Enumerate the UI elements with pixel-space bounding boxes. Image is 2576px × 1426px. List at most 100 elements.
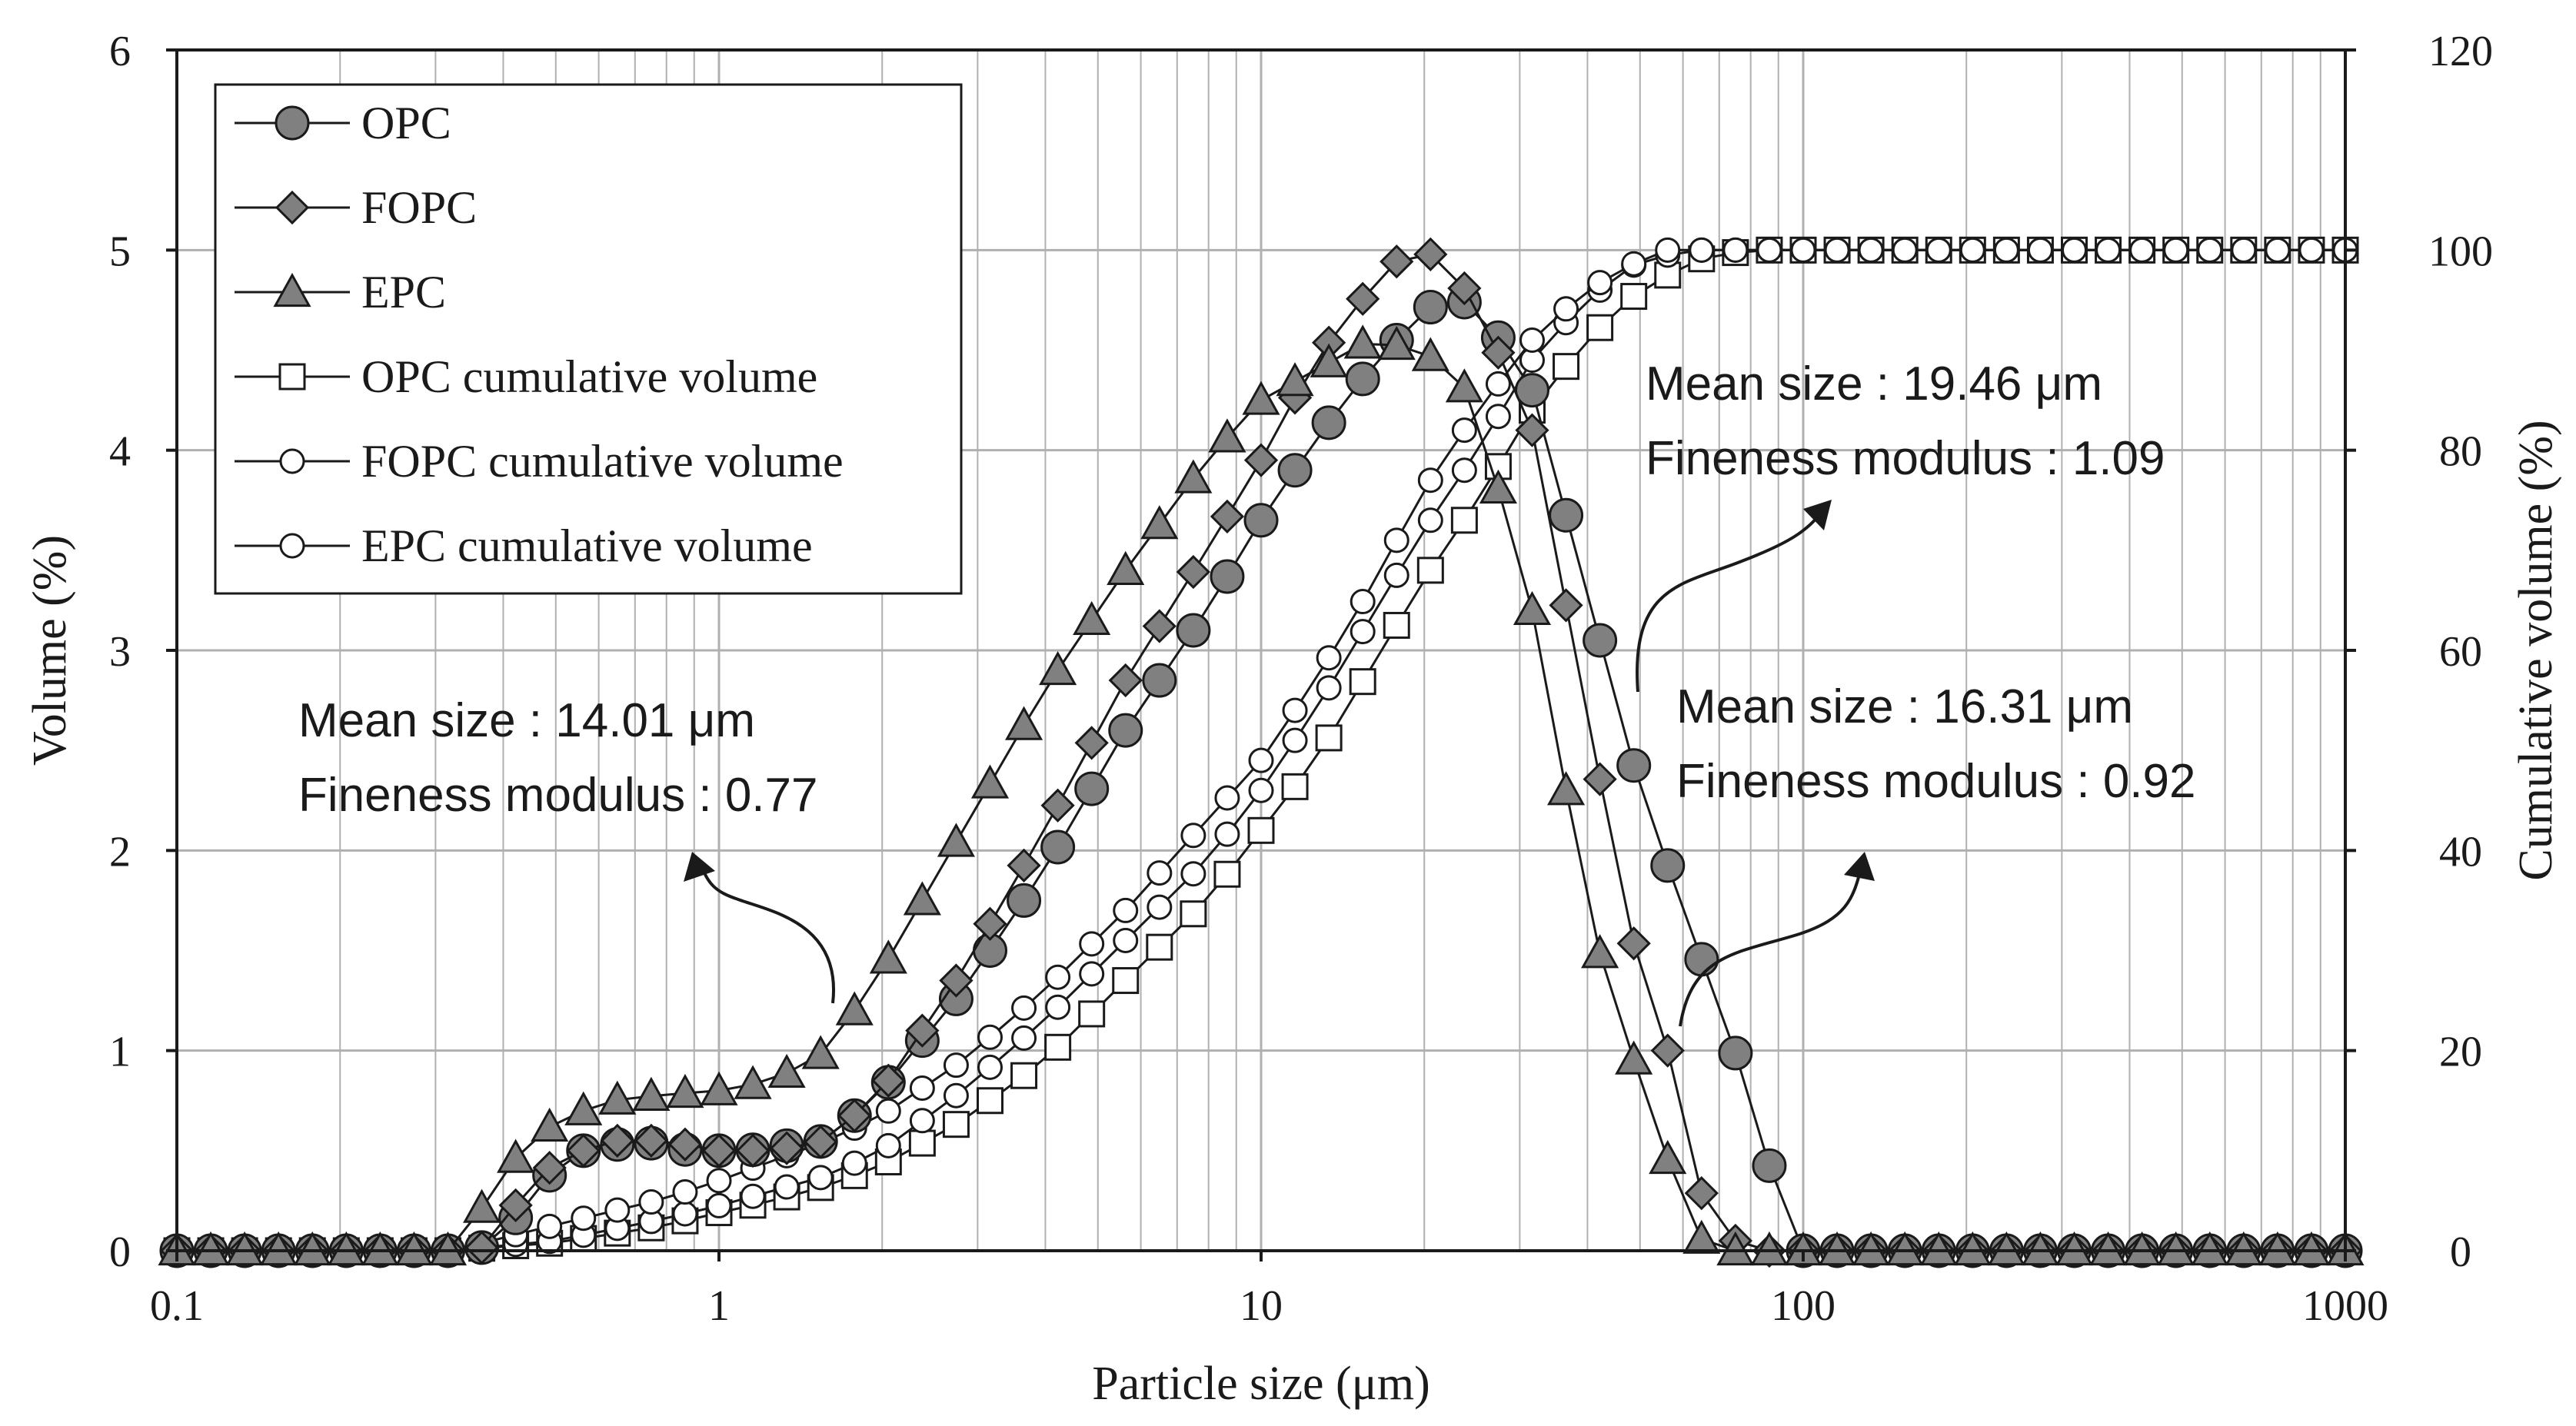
data-point: [1451, 417, 1477, 444]
y2-tick-label: 20: [2439, 1029, 2482, 1076]
data-point: [1113, 927, 1139, 953]
data-point: [1616, 748, 1652, 783]
data-point: [1248, 747, 1274, 773]
data-point: [571, 1205, 597, 1232]
data-point: [498, 1188, 533, 1223]
data-point: [1959, 237, 1985, 263]
annotation-epc: Mean size : 14.01 μm Fineness modulus : …: [298, 694, 836, 1004]
data-point: [666, 1073, 704, 1109]
data-point: [1450, 507, 1478, 534]
data-point: [600, 1123, 634, 1158]
data-point: [1007, 848, 1041, 883]
data-point: [1583, 762, 1617, 796]
data-point: [1315, 724, 1343, 752]
data-point: [943, 1082, 969, 1109]
data-point: [566, 1133, 601, 1168]
data-point: [598, 1080, 637, 1115]
data-point: [1716, 1231, 1755, 1266]
annotation-fopc: Mean size : 16.31 μm Fineness modulus : …: [1676, 680, 2196, 1027]
data-point: [1756, 237, 1782, 263]
data-point: [908, 1129, 936, 1157]
data-point: [1925, 237, 1952, 263]
annotation-opc-mean: Mean size : 19.46 μm: [1646, 357, 2102, 411]
data-point: [1346, 281, 1380, 316]
data-point: [1282, 727, 1308, 753]
data-point: [875, 1132, 901, 1158]
data-point: [1649, 1139, 1687, 1175]
legend-marker: [278, 363, 306, 391]
data-point: [1587, 270, 1613, 296]
data-point: [943, 1052, 969, 1079]
y-tick-label: 6: [109, 28, 131, 75]
data-point: [706, 1168, 732, 1194]
x-tick-label: 10: [1240, 1282, 1283, 1330]
data-point: [1005, 706, 1043, 740]
data-point: [1045, 994, 1071, 1020]
legend-label-opc-cumulative: OPC cumulative volume: [361, 351, 817, 402]
data-point: [1040, 829, 1076, 865]
data-point: [700, 1071, 738, 1105]
data-point: [1147, 860, 1173, 886]
data-point: [1113, 897, 1139, 923]
y2-tick-label: 120: [2428, 28, 2493, 75]
annotation-opc: Mean size : 19.46 μm Fineness modulus : …: [1636, 357, 2165, 693]
data-point: [1479, 469, 1517, 504]
data-point: [2258, 1231, 2297, 1266]
x-tick-label: 1000: [2302, 1282, 2388, 1330]
data-point: [394, 1231, 433, 1266]
data-point: [2129, 237, 2155, 263]
series-epc: [158, 324, 2365, 1266]
data-point: [1079, 931, 1105, 957]
data-point: [464, 1230, 499, 1265]
data-point: [1174, 459, 1213, 494]
data-point: [1858, 237, 1884, 263]
data-point: [1655, 237, 1681, 263]
data-point: [1515, 373, 1549, 408]
data-point: [1039, 650, 1077, 686]
data-point: [1107, 550, 1145, 585]
x-tick-label: 1: [708, 1282, 730, 1330]
data-point: [905, 1013, 940, 1048]
data-point: [1722, 237, 1749, 263]
data-point: [2225, 1231, 2263, 1266]
data-point: [1682, 1219, 1721, 1254]
data-point: [2123, 1231, 2162, 1266]
data-point: [1140, 505, 1179, 540]
data-point: [1142, 609, 1177, 643]
data-point: [1852, 1231, 1890, 1266]
y-tick-label: 1: [109, 1029, 131, 1076]
data-point: [2292, 1231, 2331, 1266]
data-point: [1824, 237, 1850, 263]
annotation-opc-arrowhead: [1803, 500, 1832, 530]
data-point: [2095, 237, 2122, 263]
data-point: [1515, 413, 1549, 447]
x-tick-label: 0.1: [150, 1282, 204, 1330]
data-point: [909, 1075, 935, 1101]
annotation-fopc-arrowhead: [1844, 852, 1875, 881]
data-point: [537, 1213, 563, 1239]
data-point: [706, 1192, 732, 1218]
y2-tick-label: 80: [2439, 428, 2482, 476]
legend-label-epc-cumulative: EPC cumulative volume: [361, 520, 813, 571]
y-tick-label: 5: [109, 228, 131, 275]
annotation-fopc-arrow: [1679, 868, 1862, 1027]
data-point: [532, 1151, 567, 1185]
data-point: [293, 1231, 331, 1266]
data-point: [869, 939, 907, 974]
legend-label-opc: OPC: [361, 98, 451, 148]
data-point: [1208, 418, 1246, 453]
data-point: [1987, 1231, 2025, 1266]
data-point: [1621, 251, 1647, 277]
data-point: [1383, 527, 1409, 553]
data-point: [672, 1179, 698, 1205]
data-point: [1010, 1062, 1038, 1089]
data-point: [1818, 1231, 1856, 1266]
data-point: [1247, 816, 1275, 844]
data-point: [701, 1133, 737, 1168]
data-point: [1176, 554, 1210, 590]
data-point: [973, 906, 1007, 941]
data-point: [1242, 381, 1280, 415]
data-point: [1485, 371, 1511, 397]
data-point: [909, 1108, 935, 1134]
